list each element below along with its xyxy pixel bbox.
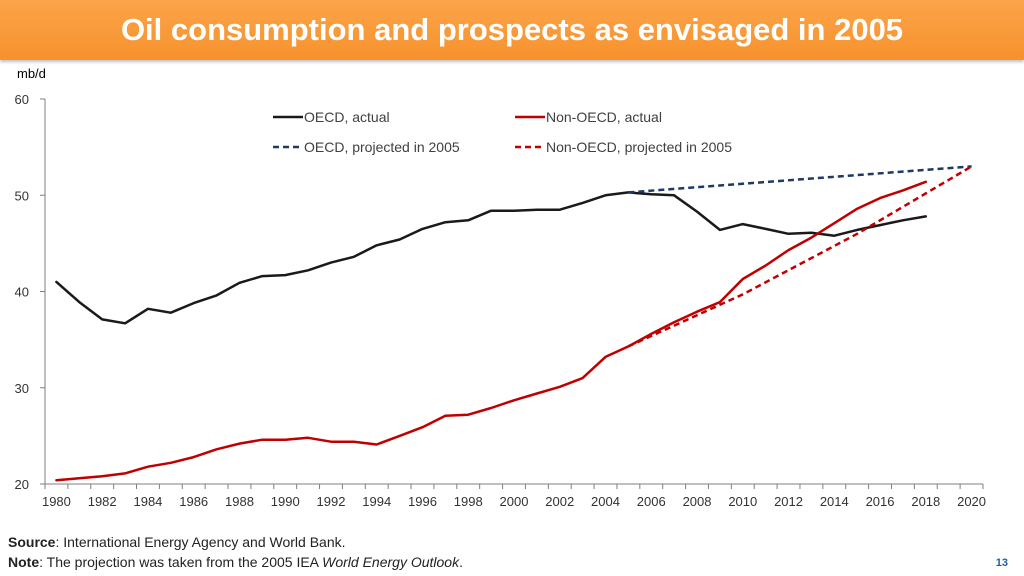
y-tick-label: 40 — [15, 285, 29, 300]
x-tick-label: 2010 — [728, 494, 757, 509]
x-tick-label: 1994 — [362, 494, 391, 509]
x-tick-label: 2018 — [911, 494, 940, 509]
series-line-non-oecd-actual — [55, 180, 928, 482]
legend-label: Non-OECD, projected in 2005 — [546, 139, 732, 155]
x-tick-label: 1990 — [271, 494, 300, 509]
legend-label: OECD, projected in 2005 — [304, 139, 460, 155]
x-tick-label: 2020 — [957, 494, 986, 509]
x-tick-label: 1992 — [317, 494, 346, 509]
y-axis-unit-label: mb/d — [17, 66, 46, 81]
note-line: Note: The projection was taken from the … — [8, 554, 463, 570]
x-tick-label: 2000 — [500, 494, 529, 509]
page-title: Oil consumption and prospects as envisag… — [120, 12, 904, 47]
note-text-end: . — [459, 554, 463, 570]
legend-label: Non-OECD, actual — [546, 109, 662, 125]
source-text: : International Energy Agency and World … — [55, 534, 346, 550]
note-publication: World Energy Outlook — [322, 554, 460, 570]
x-tick-label: 2006 — [637, 494, 666, 509]
title-bar — [0, 0, 1024, 60]
x-tick-label: 1982 — [88, 494, 117, 509]
source-line: Source: International Energy Agency and … — [8, 534, 346, 550]
source-label: Source — [8, 534, 56, 550]
x-tick-label: 2016 — [866, 494, 895, 509]
x-tick-label: 1984 — [133, 494, 162, 509]
y-tick-label: 20 — [15, 477, 29, 492]
x-tick-label: 2012 — [774, 494, 803, 509]
x-tick-label: 1996 — [408, 494, 437, 509]
series-line-oecd-actual — [55, 191, 928, 325]
y-tick-label: 50 — [15, 188, 29, 203]
y-tick-label: 60 — [15, 92, 29, 107]
x-tick-label: 1980 — [42, 494, 71, 509]
note-text: : The projection was taken from the 2005… — [39, 554, 323, 570]
x-tick-label: 2004 — [591, 494, 620, 509]
series-line-oecd-projected-in-2005 — [628, 165, 972, 194]
x-tick-label: 2008 — [683, 494, 712, 509]
x-tick-label: 1988 — [225, 494, 254, 509]
x-tick-label: 2002 — [545, 494, 574, 509]
legend-label: OECD, actual — [304, 109, 390, 125]
y-tick-label: 30 — [15, 381, 29, 396]
x-tick-label: 1986 — [179, 494, 208, 509]
series-line-non-oecd-projected-in-2005 — [627, 165, 973, 348]
x-tick-label: 2014 — [820, 494, 849, 509]
note-label: Note — [8, 554, 40, 570]
page-number: 13 — [995, 557, 1008, 569]
x-tick-label: 1998 — [454, 494, 483, 509]
